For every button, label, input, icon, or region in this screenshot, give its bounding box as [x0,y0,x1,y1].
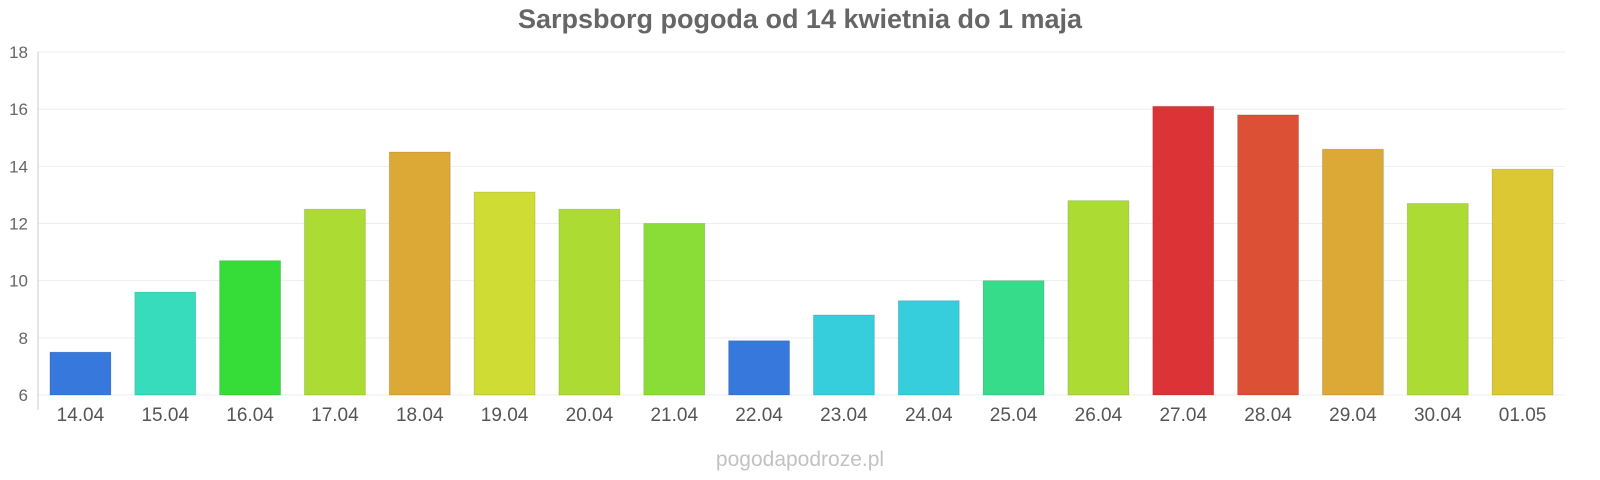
y-tick-label: 18 [9,43,28,62]
x-tick-label: 20.04 [566,405,614,426]
x-tick-label: 14.04 [57,405,105,426]
bar-22.04 [728,340,791,396]
x-tick-label: 17.04 [311,405,359,426]
bar-19.04 [473,191,536,396]
y-tick-label: 12 [9,215,28,234]
x-tick-label: 21.04 [650,405,698,426]
gridlines [38,51,1565,396]
x-tick-label: 23.04 [820,405,868,426]
x-tick-label: 19.04 [481,405,529,426]
bar-21.04 [643,223,706,396]
bar-14.04 [49,351,112,396]
x-tick-label: 26.04 [1075,405,1123,426]
y-tick-label: 10 [9,272,28,291]
y-tick-label: 14 [9,157,28,176]
bar-16.04 [219,260,282,396]
watermark: pogodapodroze.pl [715,448,885,471]
bar-17.04 [303,208,366,396]
x-tick-label: 27.04 [1159,405,1207,426]
y-tick-label: 16 [9,100,28,119]
bar-20.04 [558,208,621,396]
x-tick-label: 25.04 [990,405,1038,426]
x-tick-label: 28.04 [1244,405,1292,426]
x-tick-label: 30.04 [1414,405,1462,426]
bar-01.05 [1491,168,1554,396]
y-tick-label: 8 [19,329,28,348]
bar-30.04 [1406,202,1469,396]
x-tick-label: 01.05 [1499,405,1547,426]
x-tick-label: 24.04 [905,405,953,426]
y-tick-label: 6 [19,386,28,405]
x-tick-label: 22.04 [735,405,783,426]
bar-27.04 [1152,105,1215,396]
bar-15.04 [134,291,197,396]
x-tick-label: 18.04 [396,405,444,426]
y-axis-ticks: 6 8 10 12 14 16 18 [9,43,28,405]
x-tick-label: 16.04 [226,405,274,426]
bar-26.04 [1067,200,1130,396]
bars [49,105,1554,396]
bar-28.04 [1237,114,1300,396]
x-tick-label: 29.04 [1329,405,1377,426]
chart-title: Sarpsborg pogoda od 14 kwietnia do 1 maj… [517,4,1083,34]
bar-29.04 [1321,148,1384,396]
x-axis-ticks: 14.04 15.04 16.04 17.04 18.04 19.04 20.04 21.04… [57,405,1547,426]
bar-18.04 [388,151,451,396]
x-tick-label: 15.04 [141,405,189,426]
bar-25.04 [982,280,1045,396]
bar-23.04 [812,314,875,396]
bar-24.04 [897,300,960,396]
